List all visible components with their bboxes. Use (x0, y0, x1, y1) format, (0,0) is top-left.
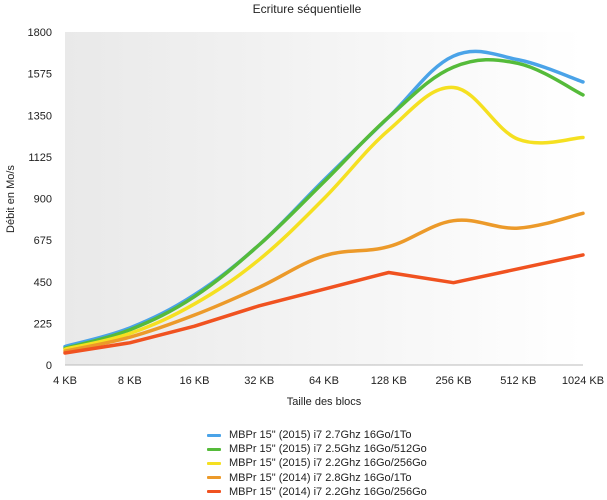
y-tick-label: 1350 (28, 110, 52, 122)
y-tick-label: 450 (34, 277, 52, 289)
y-tick-label: 225 (34, 318, 52, 330)
legend-item[interactable]: MBPr 15" (2014) i7 2.8Ghz 16Go/1To (207, 471, 427, 485)
x-axis-label: Taille des blocs (287, 396, 362, 408)
legend: MBPr 15" (2015) i7 2.7Ghz 16Go/1To MBPr 1… (207, 428, 427, 499)
legend-swatch (207, 447, 221, 451)
legend-swatch (207, 476, 221, 480)
y-tick-label: 900 (34, 194, 52, 206)
y-axis-label: Débit en Mo/s (5, 165, 17, 233)
x-tick-label: 128 KB (371, 375, 407, 387)
y-axis-ticks: 0 225 450 675 900 1125 1350 1575 1800 (28, 27, 52, 372)
legend-label: MBPr 15" (2015) i7 2.5Ghz 16Go/512Go (229, 443, 427, 456)
x-tick-label: 8 KB (118, 375, 142, 387)
y-tick-label: 0 (46, 360, 52, 372)
y-tick-label: 1125 (28, 152, 52, 164)
legend-label: MBPr 15" (2015) i7 2.7Ghz 16Go/1To (229, 429, 412, 442)
y-tick-label: 1575 (28, 69, 52, 81)
legend-item[interactable]: MBPr 15" (2015) i7 2.5Ghz 16Go/512Go (207, 442, 427, 456)
series-line (63, 58, 585, 351)
x-tick-label: 32 KB (244, 375, 274, 387)
chart-title: Ecriture séquentielle (253, 2, 362, 16)
x-tick-label: 512 KB (500, 375, 536, 387)
x-axis-ticks: 4 KB 8 KB 16 KB 32 KB 64 KB 128 KB 256 KB 512 K… (53, 375, 604, 387)
x-tick-label: 16 KB (180, 375, 210, 387)
legend-label: MBPr 15" (2014) i7 2.8Ghz 16Go/1To (229, 471, 412, 484)
legend-item[interactable]: MBPr 15" (2014) i7 2.2Ghz 16Go/256Go (207, 485, 427, 499)
legend-label: MBPr 15" (2015) i7 2.2Ghz 16Go/256Go (229, 457, 427, 470)
series-line (63, 211, 585, 353)
legend-item[interactable]: MBPr 15" (2015) i7 2.2Ghz 16Go/256Go (207, 456, 427, 470)
series-line (63, 253, 585, 355)
legend-item[interactable]: MBPr 15" (2015) i7 2.7Ghz 16Go/1To (207, 428, 427, 442)
legend-swatch (207, 461, 221, 465)
x-tick-label: 1024 KB (562, 375, 604, 387)
series-line (63, 85, 585, 352)
x-tick-label: 4 KB (53, 375, 77, 387)
x-tick-label: 256 KB (435, 375, 471, 387)
legend-swatch (207, 433, 221, 437)
legend-swatch (207, 490, 221, 494)
x-tick-label: 64 KB (309, 375, 339, 387)
legend-label: MBPr 15" (2014) i7 2.2Ghz 16Go/256Go (229, 485, 427, 498)
y-tick-label: 675 (34, 235, 52, 247)
series-lines (63, 49, 585, 355)
y-tick-label: 1800 (28, 27, 52, 39)
